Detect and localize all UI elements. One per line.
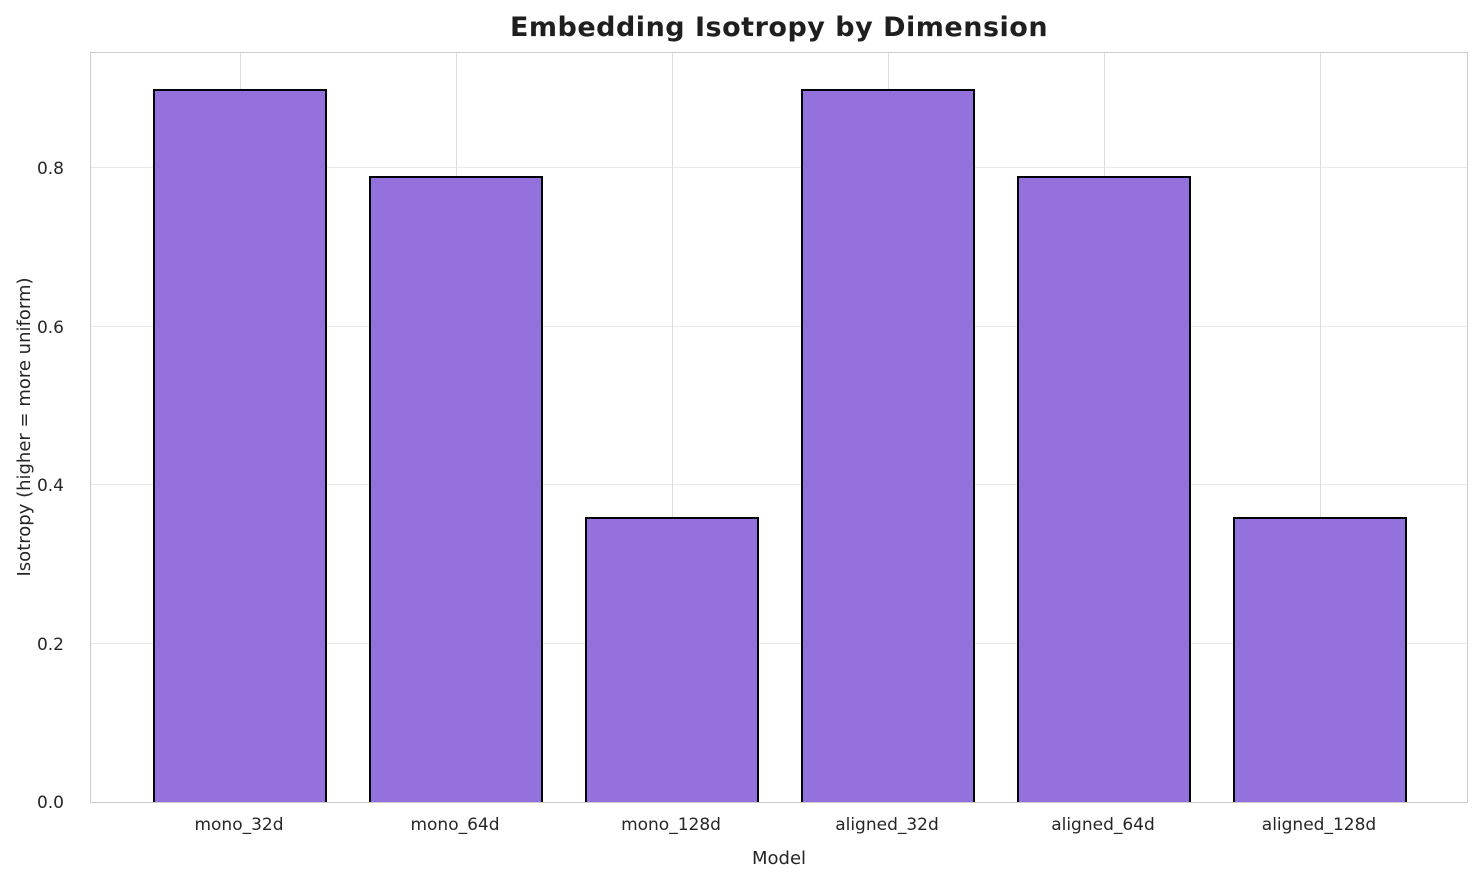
- bar-mono_128d: [585, 516, 759, 802]
- x-gridline-mono_128d: [671, 53, 673, 802]
- y-gridline-0.6: [91, 325, 1467, 327]
- bar-mono_32d: [153, 89, 327, 802]
- y-tick-label: 0.4: [36, 476, 64, 497]
- bar-aligned_32d: [801, 89, 975, 802]
- bar-aligned_64d: [1017, 176, 1191, 802]
- x-tick-label-mono_64d: mono_64d: [410, 815, 500, 835]
- x-tick-label-mono_32d: mono_32d: [194, 815, 284, 835]
- x-tick-label-aligned_32d: aligned_32d: [835, 815, 939, 835]
- x-tick-label-aligned_64d: aligned_64d: [1051, 815, 1155, 835]
- y-tick-label: 0.0: [36, 793, 64, 813]
- y-gridline-0.2: [91, 642, 1467, 644]
- bar-mono_64d: [369, 176, 543, 802]
- x-axis-label: Model: [751, 848, 807, 869]
- y-gridline-0.8: [91, 167, 1467, 169]
- x-tick-label-mono_128d: mono_128d: [621, 815, 721, 835]
- x-gridline-aligned_128d: [1319, 53, 1321, 802]
- y-tick-label: 0.6: [36, 317, 64, 338]
- chart-title: Embedding Isotropy by Dimension: [509, 12, 1049, 43]
- x-tick-label-aligned_128d: aligned_128d: [1261, 815, 1377, 835]
- y-gridline-0.4: [91, 484, 1467, 486]
- y-tick-label: 0.2: [36, 634, 64, 655]
- bar-aligned_128d: [1233, 516, 1407, 802]
- y-tick-label: 0.8: [36, 159, 64, 180]
- plot-area: [90, 52, 1468, 803]
- y-axis-label: Isotropy (higher = more uniform): [14, 277, 35, 577]
